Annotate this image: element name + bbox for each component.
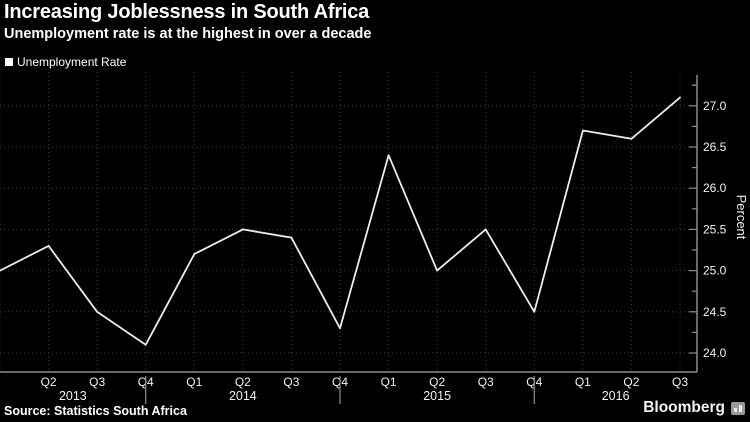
chart-title: Increasing Joblessness in South Africa (4, 1, 370, 23)
y-tick-label: 25.0 (703, 264, 727, 278)
source-note: Source: Statistics South Africa (4, 404, 187, 418)
x-tick-label: Q2 (235, 375, 251, 389)
x-tick-label: Q3 (283, 375, 299, 389)
line-chart-canvas: 24.024.525.025.526.026.527.0Q2 Q3 Q4 Q1 Q2 Q3… (0, 72, 749, 404)
year-label: 2014 (229, 389, 257, 403)
x-tick-label: Q1 (381, 375, 397, 389)
x-tick-label: Q3 (478, 375, 494, 389)
y-tick-label: 26.0 (703, 181, 727, 195)
y-axis-title: Percent (734, 195, 749, 240)
x-tick-label: Q2 (623, 375, 639, 389)
bloomberg-wordmark: Bloomberg (643, 399, 725, 416)
legend: Unemployment Rate (5, 55, 126, 69)
unemployment-rate-line (0, 96, 681, 346)
bloomberg-terminal-icon (731, 401, 745, 415)
y-tick-label: 24.0 (703, 346, 727, 360)
y-tick-label: 25.5 (703, 222, 727, 236)
legend-marker-square (5, 58, 13, 66)
year-label: 2013 (59, 389, 87, 403)
x-tick-label: Q3 (89, 375, 105, 389)
y-tick-label: 26.5 (703, 140, 727, 154)
year-label: 2015 (423, 389, 451, 403)
y-tick-label: 27.0 (703, 99, 727, 113)
x-tick-label: Q2 (429, 375, 445, 389)
legend-label: Unemployment Rate (17, 55, 127, 69)
year-label: 2016 (602, 389, 630, 403)
x-tick-label: Q2 (41, 375, 57, 389)
chart-subtitle: Unemployment rate is at the highest in o… (4, 26, 372, 42)
x-tick-label: Q1 (575, 375, 591, 389)
y-tick-label: 24.5 (703, 305, 727, 319)
x-tick-label: Q1 (186, 375, 202, 389)
bloomberg-logo: Bloomberg (643, 399, 745, 417)
x-tick-label: Q3 (672, 375, 688, 389)
